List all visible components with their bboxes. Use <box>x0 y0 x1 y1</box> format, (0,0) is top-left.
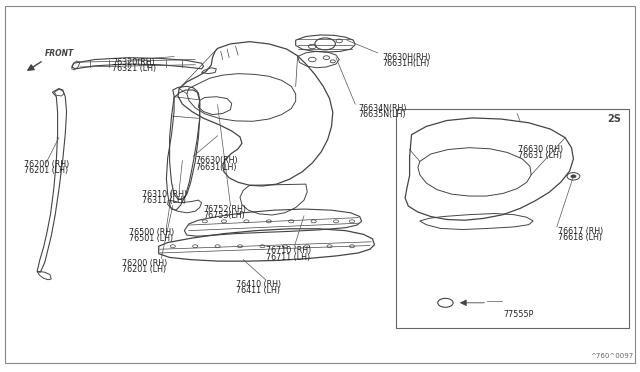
Text: FRONT: FRONT <box>45 49 74 58</box>
Text: 76201 (LH): 76201 (LH) <box>24 166 68 175</box>
Text: 76617 (RH): 76617 (RH) <box>558 227 604 236</box>
Text: 76410 (RH): 76410 (RH) <box>236 280 281 289</box>
Text: 76411 (LH): 76411 (LH) <box>236 286 280 295</box>
Text: 76200 (RH): 76200 (RH) <box>24 160 70 169</box>
Text: 76630H(RH): 76630H(RH) <box>383 53 431 62</box>
Text: 76201 (LH): 76201 (LH) <box>122 265 166 274</box>
Text: 76631(LH): 76631(LH) <box>195 163 237 171</box>
Text: 76500 (RH): 76500 (RH) <box>129 228 175 237</box>
Text: 76752(RH): 76752(RH) <box>204 205 246 214</box>
Text: 76631 (LH): 76631 (LH) <box>518 151 563 160</box>
Text: 76320(RH): 76320(RH) <box>112 58 155 67</box>
Circle shape <box>571 175 576 178</box>
Text: 76634N(RH): 76634N(RH) <box>358 104 407 113</box>
Text: 76618 (LH): 76618 (LH) <box>558 233 602 242</box>
Text: 76635N(LH): 76635N(LH) <box>358 110 406 119</box>
FancyBboxPatch shape <box>5 6 635 363</box>
Text: 76310 (RH): 76310 (RH) <box>142 190 188 199</box>
Text: 76753(LH): 76753(LH) <box>204 211 245 220</box>
Text: 76710 (RH): 76710 (RH) <box>266 246 311 255</box>
Text: 76200 (RH): 76200 (RH) <box>122 259 167 267</box>
Text: 76630(RH): 76630(RH) <box>195 156 238 165</box>
Text: 76501 (LH): 76501 (LH) <box>129 234 173 243</box>
Text: 76631H(LH): 76631H(LH) <box>383 59 430 68</box>
FancyBboxPatch shape <box>396 109 629 328</box>
Text: 77555P: 77555P <box>503 310 533 318</box>
Text: 2S: 2S <box>607 114 621 124</box>
Text: 76321 (LH): 76321 (LH) <box>112 64 156 73</box>
Text: 76311 (LH): 76311 (LH) <box>142 196 186 205</box>
Text: 76711 (LH): 76711 (LH) <box>266 253 310 262</box>
Text: 76630 (RH): 76630 (RH) <box>518 145 564 154</box>
Text: ^760^0097: ^760^0097 <box>590 353 634 359</box>
